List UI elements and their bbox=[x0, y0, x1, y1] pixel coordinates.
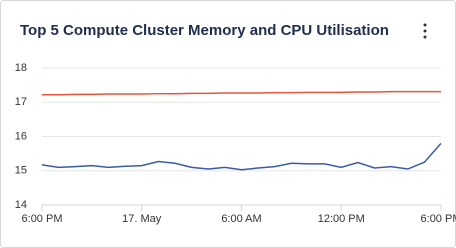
x-tick-label: 6:00 PM bbox=[22, 213, 63, 225]
menu-dot bbox=[423, 29, 427, 33]
x-tick-label: 6:00 AM bbox=[221, 213, 261, 225]
menu-dot bbox=[423, 35, 427, 39]
y-tick-label: 16 bbox=[15, 130, 27, 142]
x-tick-label: 17. May bbox=[122, 213, 162, 225]
y-tick-label: 18 bbox=[15, 62, 27, 74]
series-line bbox=[42, 90, 441, 96]
series-line bbox=[41, 142, 442, 171]
menu-dot bbox=[423, 23, 427, 27]
menu-button[interactable] bbox=[423, 23, 427, 39]
chart-title: Top 5 Compute Cluster Memory and CPU Uti… bbox=[20, 22, 389, 39]
x-tick-label: 12:00 PM bbox=[318, 213, 365, 225]
y-tick-label: 14 bbox=[15, 199, 27, 211]
y-tick-label: 17 bbox=[15, 96, 27, 108]
x-tick-label: 6:00 PM bbox=[421, 213, 456, 225]
y-tick-label: 15 bbox=[15, 165, 27, 177]
